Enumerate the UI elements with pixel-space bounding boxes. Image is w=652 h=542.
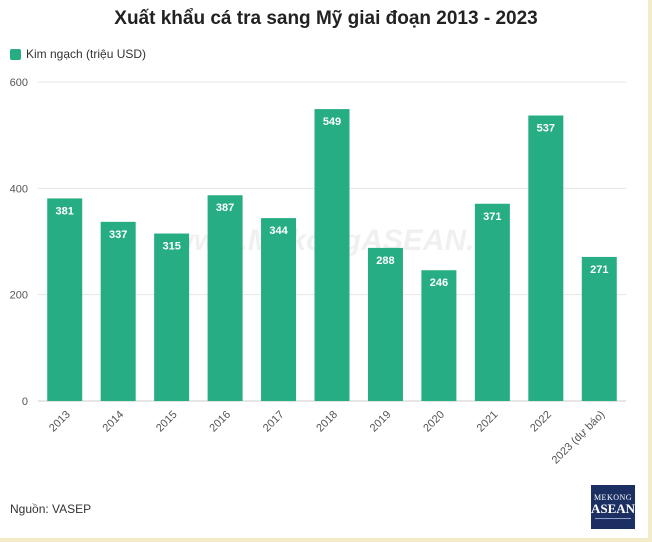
logo-rule bbox=[595, 518, 631, 519]
legend[interactable]: Kim ngạch (triệu USD) bbox=[10, 47, 146, 61]
logo-line1: MEKONG bbox=[593, 493, 633, 502]
legend-swatch bbox=[10, 48, 21, 60]
x-tick-label: 2023 (dự báo) bbox=[550, 409, 608, 467]
x-tick-label: 2016 bbox=[207, 409, 233, 435]
data-label: 344 bbox=[269, 225, 288, 237]
x-tick-label: 2019 bbox=[368, 409, 394, 435]
chart-title: Xuất khẩu cá tra sang Mỹ giai đoạn 2013 … bbox=[114, 8, 538, 29]
bar bbox=[47, 198, 83, 401]
x-tick-label: 2020 bbox=[421, 409, 447, 435]
y-tick-label: 200 bbox=[10, 290, 28, 302]
x-tick-label: 2022 bbox=[528, 409, 554, 435]
data-label: 371 bbox=[483, 211, 501, 223]
bar bbox=[207, 195, 243, 401]
data-label: 537 bbox=[537, 122, 555, 134]
y-tick-label: 0 bbox=[22, 396, 28, 408]
bar bbox=[474, 203, 510, 401]
data-label: 387 bbox=[216, 202, 234, 214]
bar bbox=[581, 256, 617, 401]
y-tick-label: 600 bbox=[10, 77, 28, 89]
data-label: 288 bbox=[376, 255, 394, 267]
mekong-asean-logo: MEKONG ASEAN bbox=[591, 485, 635, 529]
x-tick-label: 2021 bbox=[475, 409, 501, 435]
bar bbox=[528, 115, 564, 402]
y-tick-label: 400 bbox=[10, 183, 28, 195]
bar bbox=[367, 247, 403, 401]
x-tick-label: 2015 bbox=[154, 409, 180, 435]
logo-line2: ASEAN bbox=[591, 501, 636, 516]
bar bbox=[314, 109, 350, 402]
bar bbox=[261, 218, 297, 401]
x-tick-label: 2018 bbox=[314, 409, 340, 435]
data-label: 271 bbox=[590, 264, 608, 276]
data-label: 381 bbox=[56, 205, 74, 217]
legend-label: Kim ngạch (triệu USD) bbox=[26, 47, 147, 61]
source-note: Nguồn: VASEP bbox=[10, 502, 92, 516]
data-label: 549 bbox=[323, 116, 341, 128]
x-tick-label: 2014 bbox=[101, 409, 127, 435]
bar bbox=[100, 221, 136, 401]
data-label: 246 bbox=[430, 277, 448, 289]
data-label: 315 bbox=[162, 241, 180, 253]
bar bbox=[154, 233, 190, 401]
x-tick-label: 2017 bbox=[261, 409, 287, 435]
data-label: 337 bbox=[109, 229, 127, 241]
bar bbox=[421, 270, 457, 401]
x-tick-label: 2013 bbox=[47, 409, 73, 435]
